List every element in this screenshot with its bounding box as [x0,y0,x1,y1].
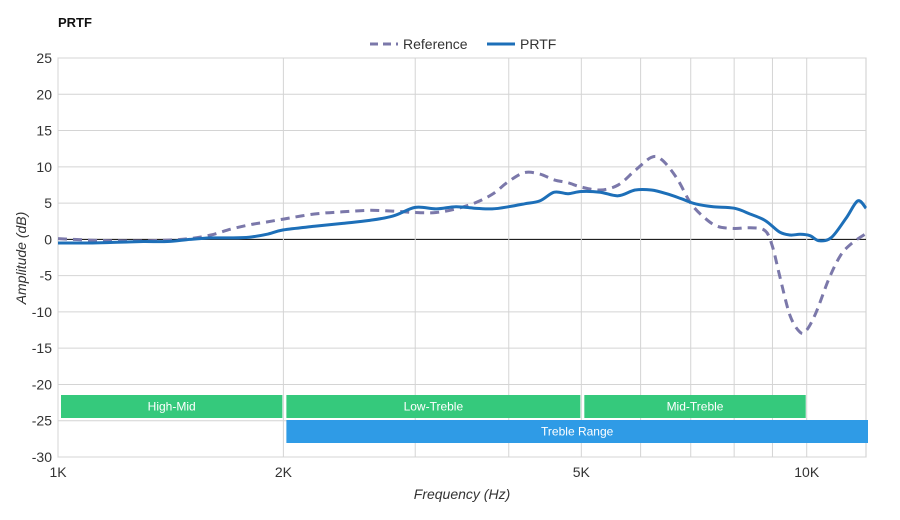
y-tick-label: -5 [40,268,53,284]
y-tick-label: -30 [32,449,52,465]
y-axis-ticks: 25 20 15 10 5 0 -5 -10 -15 -20 -25 -30 [32,50,52,465]
y-tick-label: -15 [32,340,52,356]
band-rect [584,395,806,418]
legend-reference-label: Reference [403,36,468,52]
band-rect [286,420,869,443]
legend: Reference PRTF [370,36,556,52]
band-low-treble: Low-Treble [286,395,581,418]
x-tick-label: 10K [794,464,820,480]
y-tick-label: -25 [32,413,52,429]
x-tick-label: 1K [49,464,67,480]
y-tick-label: 20 [36,86,52,102]
band-rect [61,395,283,418]
series-line-reference [57,154,867,335]
frequency-bands: High-Mid Low-Treble Mid-Treble Treble Range [61,395,869,443]
series-line-prtf [57,187,868,245]
x-tick-label: 2K [275,464,293,480]
y-tick-label: 5 [44,195,52,211]
y-tick-label: 0 [44,231,52,247]
y-tick-label: -10 [32,304,52,320]
band-rect [286,395,581,418]
legend-prtf-label: PRTF [520,36,556,52]
x-tick-label: 5K [573,464,591,480]
band-mid-treble: Mid-Treble [584,395,806,418]
x-axis-ticks: 1K 2K 5K 10K [49,464,819,480]
y-tick-label: 10 [36,159,52,175]
band-label: Low-Treble [404,400,464,414]
series-layer [57,154,868,335]
band-high-mid: High-Mid [61,395,283,418]
chart-title: PRTF [58,15,92,30]
y-tick-label: -20 [32,376,52,392]
band-label: High-Mid [148,400,196,414]
y-tick-label: 15 [36,123,52,139]
band-label: Treble Range [541,425,614,439]
x-axis-title: Frequency (Hz) [414,486,510,502]
y-axis-title: Amplitude (dB) [13,212,29,306]
band-label: Mid-Treble [667,400,724,414]
y-tick-label: 25 [36,50,52,66]
band-treble-range: Treble Range [286,420,869,443]
